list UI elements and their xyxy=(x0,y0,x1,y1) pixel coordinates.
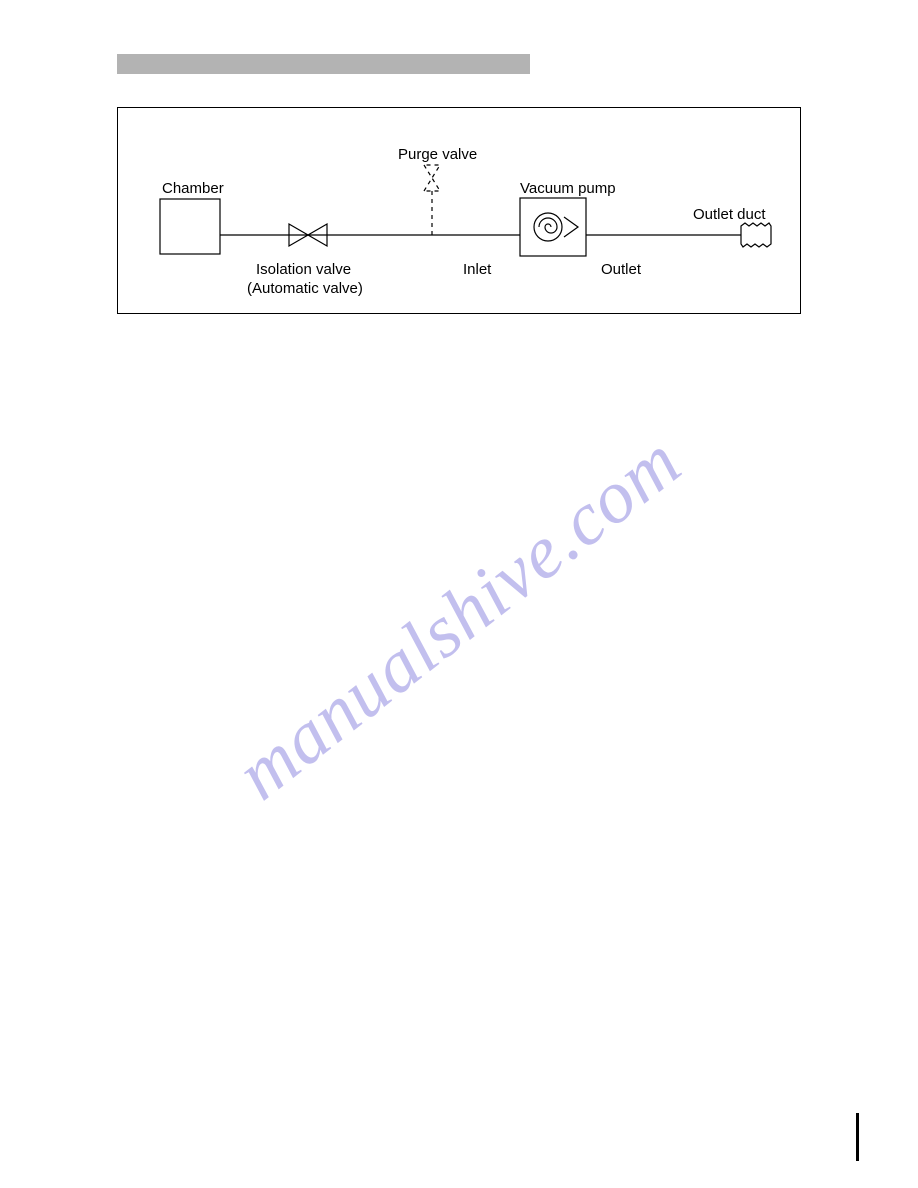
outlet-duct-icon xyxy=(741,223,771,247)
purge-valve-icon xyxy=(424,165,440,235)
label-chamber: Chamber xyxy=(162,180,224,197)
label-inlet: Inlet xyxy=(463,261,491,278)
chamber-box xyxy=(160,199,220,254)
label-outlet: Outlet xyxy=(601,261,641,278)
page-edge-mark xyxy=(856,1113,859,1161)
label-outlet-duct: Outlet duct xyxy=(693,206,766,223)
label-automatic-valve: (Automatic valve) xyxy=(247,280,363,297)
watermark-text: manualshive.com xyxy=(221,418,698,817)
label-purge-valve: Purge valve xyxy=(398,146,477,163)
vacuum-pump-box xyxy=(520,198,586,256)
header-bar xyxy=(117,54,530,74)
label-vacuum-pump: Vacuum pump xyxy=(520,180,616,197)
label-isolation-valve: Isolation valve xyxy=(256,261,351,278)
pump-spiral-icon xyxy=(534,213,578,241)
